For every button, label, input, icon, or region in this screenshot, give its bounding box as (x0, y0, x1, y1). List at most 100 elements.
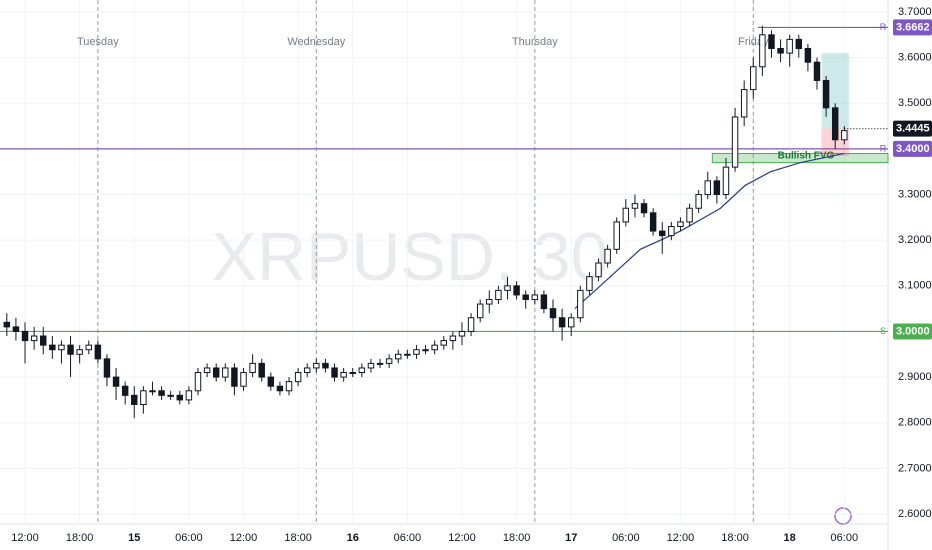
candle-body (422, 349, 429, 352)
x-tick-label: 06:00 (831, 532, 859, 544)
candle-body (795, 38, 803, 50)
candle-body (558, 317, 566, 328)
level-price-box (893, 323, 932, 340)
candle-body (504, 285, 511, 291)
candle-body (185, 390, 193, 401)
candle-body (522, 294, 529, 301)
candle-body (40, 335, 47, 346)
x-tick-label: 06:00 (612, 532, 640, 544)
x-tick-label: 18:00 (721, 532, 749, 544)
candle-body (740, 89, 748, 118)
y-tick-label: 3.1000 (898, 280, 932, 292)
last-price-box (893, 120, 932, 137)
candle-body (659, 230, 666, 237)
candle-body (595, 262, 602, 278)
x-tick-label: 12:00 (667, 532, 695, 544)
candle-body (194, 372, 202, 392)
candle-body (531, 294, 539, 301)
x-tick-label: 16 (347, 532, 359, 544)
candle-body (121, 385, 129, 396)
y-tick-label: 2.9000 (898, 371, 932, 383)
candle-body (495, 289, 502, 301)
candle-body (94, 344, 102, 360)
watermark: XRPUSD, 30 (212, 219, 609, 295)
candle-body (340, 372, 347, 378)
candle-body (404, 353, 411, 356)
x-tick-label: 06:00 (394, 532, 422, 544)
level-price-label: 3.6662 (896, 21, 930, 33)
candle-body (376, 362, 384, 365)
candle-body (222, 367, 229, 378)
candle-body (822, 79, 830, 109)
candle-body (294, 372, 302, 383)
candle-body (686, 207, 693, 223)
candle-body (67, 344, 74, 355)
candle-body (249, 362, 256, 374)
x-tick-label: 12:00 (230, 532, 258, 544)
candle-body (395, 353, 402, 360)
candle-body (777, 48, 784, 54)
candle-body (203, 367, 211, 374)
candle-body (813, 61, 821, 81)
candle-body (58, 344, 65, 351)
day-label: Thursday (512, 36, 558, 48)
candle-body (258, 362, 265, 378)
y-tick-label: 3.5000 (898, 97, 932, 109)
candle-body (786, 38, 793, 54)
candle-body (76, 349, 83, 355)
candle-body (3, 321, 11, 328)
replay-icon[interactable] (834, 507, 852, 525)
candle-body (140, 390, 147, 405)
level-tag: R (880, 22, 887, 32)
candle-body (358, 367, 366, 374)
candle-body (831, 107, 839, 141)
x-tick-label: 17 (565, 532, 577, 544)
candle-body (731, 116, 739, 168)
candle-body (759, 34, 766, 68)
candle-body (131, 394, 138, 405)
candle-body (440, 340, 448, 346)
candle-body (431, 344, 438, 351)
level-price-label: 3.4000 (896, 143, 930, 155)
candle-body (677, 221, 684, 227)
candle-body (549, 308, 557, 319)
candle-body (212, 367, 220, 378)
candle-body (85, 344, 92, 351)
candle-body (322, 362, 329, 369)
candle-body (176, 394, 184, 401)
candle-body (586, 276, 593, 291)
moving-average (574, 152, 845, 310)
level-price-box (893, 140, 932, 157)
y-tick-label: 2.7000 (898, 462, 932, 474)
candle-body (367, 362, 375, 369)
level-price-label: 3.0000 (896, 325, 930, 337)
candle-body (458, 330, 466, 337)
day-label: Tuesday (77, 36, 119, 48)
candle-body (413, 349, 420, 355)
level-price-box (893, 19, 932, 36)
candle-body (276, 385, 284, 392)
candle-body (21, 330, 29, 342)
candle-body (704, 180, 711, 196)
candle-body (540, 294, 548, 310)
candle-body (267, 376, 275, 387)
candle-body (622, 207, 630, 223)
candle-body (668, 225, 675, 237)
candle-body (841, 130, 848, 141)
x-tick-label: 18:00 (284, 532, 312, 544)
y-tick-label: 2.6000 (898, 508, 932, 520)
candle-body (467, 317, 475, 332)
candle-body (303, 367, 311, 374)
candle-body (768, 34, 775, 50)
level-tag: R (880, 143, 887, 153)
candle-body (486, 299, 493, 305)
last-price-label: 3.4445 (896, 123, 930, 135)
fvg-label: Bullish FVG (778, 151, 835, 162)
x-tick-label: 15 (128, 532, 140, 544)
candle-body (313, 362, 320, 369)
candle-body (112, 376, 120, 387)
candle-body (167, 394, 174, 397)
candle-body (49, 344, 56, 351)
y-tick-label: 3.7000 (898, 6, 932, 18)
